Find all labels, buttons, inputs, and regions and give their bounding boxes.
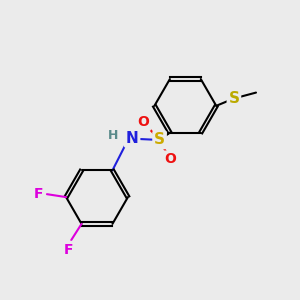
Text: F: F [64,242,73,256]
Text: O: O [137,115,149,129]
Text: N: N [126,131,139,146]
Text: O: O [164,152,176,166]
Text: H: H [108,129,118,142]
Text: S: S [228,91,239,106]
Text: S: S [154,133,165,148]
Text: F: F [34,187,43,201]
